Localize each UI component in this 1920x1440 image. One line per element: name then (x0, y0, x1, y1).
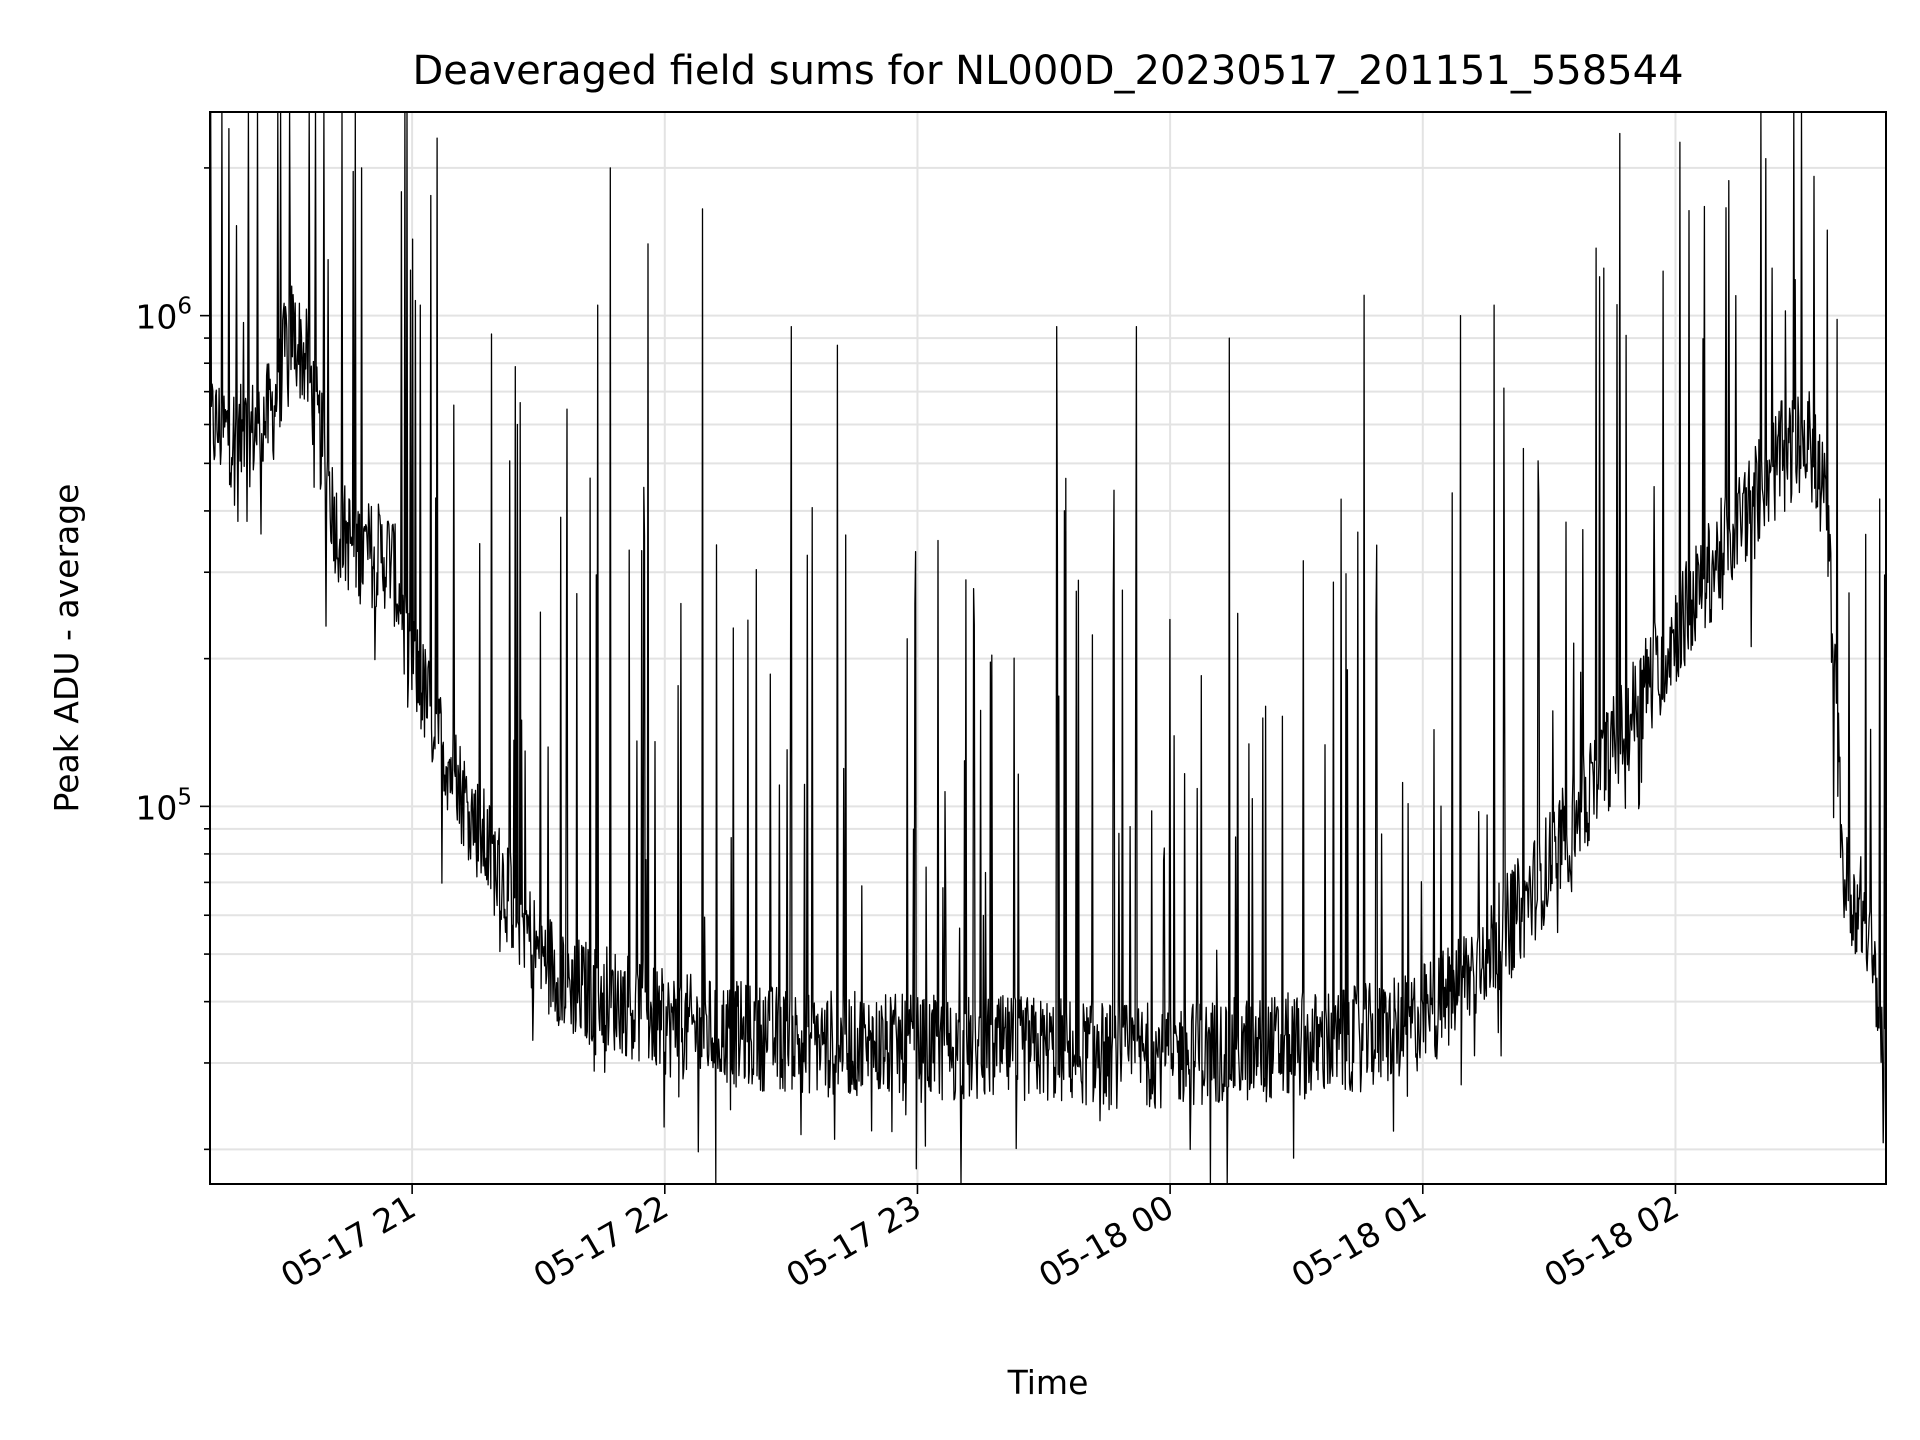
x-axis-label: Time (1007, 1363, 1089, 1402)
y-tick-label: 105 (135, 784, 192, 827)
y-axis-label: Peak ADU - average (47, 484, 86, 813)
chart-title: Deaveraged field sums for NL000D_2023051… (412, 48, 1683, 94)
axes-frame (209, 111, 1887, 1185)
y-tick-label: 106 (135, 294, 192, 337)
series-line (209, 111, 1887, 1185)
plot-area (209, 111, 1887, 1185)
